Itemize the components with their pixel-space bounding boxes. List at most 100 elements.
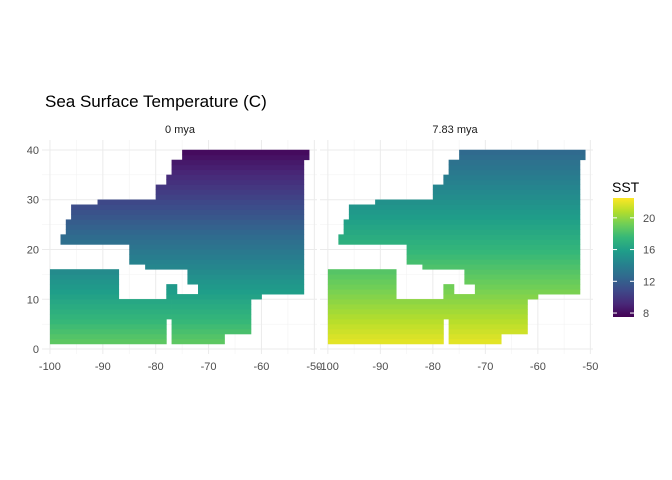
sst-cell [171, 328, 252, 335]
x-tick-label: -60 [254, 361, 270, 373]
y-tick-label: 20 [27, 244, 39, 256]
sst-cell [406, 259, 581, 265]
sst-cell [448, 309, 528, 315]
sst-cell [60, 234, 305, 240]
sst-cell [348, 204, 581, 210]
chart-title: Sea Surface Temperature (C) [45, 92, 267, 111]
sst-cell [129, 244, 305, 250]
sst-cell [171, 309, 252, 315]
sst-cell [97, 199, 305, 205]
legend-ticks: 8 12 16 20 [613, 213, 655, 320]
sst-cell [166, 179, 305, 185]
sst-cell [49, 338, 167, 345]
sst-cell [171, 164, 305, 171]
x-tick-label: -50 [306, 361, 322, 373]
sst-cell [129, 254, 305, 260]
sst-cell [49, 333, 167, 340]
sst-cell [71, 209, 305, 215]
sst-cell [448, 164, 581, 171]
sst-cell [60, 239, 305, 245]
sst-cell [49, 323, 167, 330]
y-tick-label: 10 [27, 294, 39, 306]
sst-cell [343, 219, 581, 225]
sst-cell [406, 249, 581, 255]
sst-cell [448, 338, 502, 345]
sst-cell [49, 318, 167, 325]
sst-cell [448, 318, 528, 325]
y-tick-label: 40 [27, 145, 39, 157]
sst-cell [448, 313, 528, 320]
sst-cell [327, 328, 444, 335]
sst-cell [327, 274, 397, 280]
sst-cell [49, 279, 120, 285]
color-legend: SST 8 12 16 20 [612, 179, 655, 320]
sst-cell [448, 304, 528, 310]
sst-cell [49, 299, 172, 305]
sst-cell [71, 204, 305, 210]
sst-cell [145, 264, 305, 270]
sst-cell [406, 254, 581, 260]
sst-cell [327, 309, 450, 315]
sst-cell [448, 299, 528, 305]
x-tick-label: -70 [477, 361, 493, 373]
sst-cell [49, 328, 167, 335]
sst-cell [443, 289, 455, 295]
x-axis-tick-labels-panel-1: -100 -90 -80 -70 -60 -50 [317, 361, 598, 373]
sst-cell [49, 294, 120, 300]
legend-title: SST [612, 179, 640, 195]
sst-cell [448, 333, 502, 340]
sst-cell [327, 279, 397, 285]
sst-cell [171, 318, 252, 325]
sst-cell [464, 269, 581, 275]
sst-cell [129, 249, 305, 255]
sst-cell [327, 318, 444, 325]
panel-7-83-mya: 7.83 mya [320, 124, 593, 354]
sst-cell [327, 284, 397, 290]
sst-cell [198, 284, 305, 290]
sst-cell [474, 289, 581, 295]
sst-cell [459, 149, 586, 156]
sst-cell [49, 309, 172, 315]
sst-cell [459, 154, 586, 161]
sst-cell [166, 284, 178, 290]
sst-cell [187, 279, 305, 285]
panel-strip-label-1: 7.83 mya [432, 124, 478, 136]
sst-cell [443, 179, 581, 185]
sst-cell [65, 229, 305, 235]
sst-cell [49, 274, 120, 280]
x-tick-label: -50 [582, 361, 598, 373]
sst-cell [187, 269, 305, 275]
x-tick-label: -60 [530, 361, 546, 373]
sst-cell [327, 299, 450, 305]
sst-cell [343, 224, 581, 230]
sst-cell [448, 323, 528, 330]
sst-cell [171, 323, 252, 330]
sst-cell [155, 184, 305, 190]
sst-cell [327, 333, 444, 340]
sst-cell [443, 294, 539, 300]
sst-cell [375, 199, 581, 205]
sst-cell [327, 338, 444, 345]
sst-cell [406, 244, 581, 250]
sst-cell [327, 304, 450, 310]
x-tick-label: -90 [372, 361, 388, 373]
sst-cell [65, 219, 305, 225]
sst-cell [155, 189, 305, 195]
sst-cell [71, 214, 305, 220]
sst-cell [49, 284, 120, 290]
sst-cell [166, 289, 178, 295]
sst-cell [171, 169, 305, 176]
sst-cell [432, 189, 581, 195]
x-tick-label: -70 [201, 361, 217, 373]
sst-cell [422, 264, 581, 270]
sst-cell [166, 174, 305, 181]
sst-cell [474, 284, 581, 290]
sst-cell [171, 304, 252, 310]
sst-cell [49, 313, 172, 320]
sst-cell [432, 184, 581, 190]
sst-cell [448, 159, 581, 166]
sst-cell [65, 224, 305, 230]
sst-cell [182, 149, 310, 156]
sst-cell [327, 269, 397, 275]
panel-1-heatmap [327, 149, 586, 345]
